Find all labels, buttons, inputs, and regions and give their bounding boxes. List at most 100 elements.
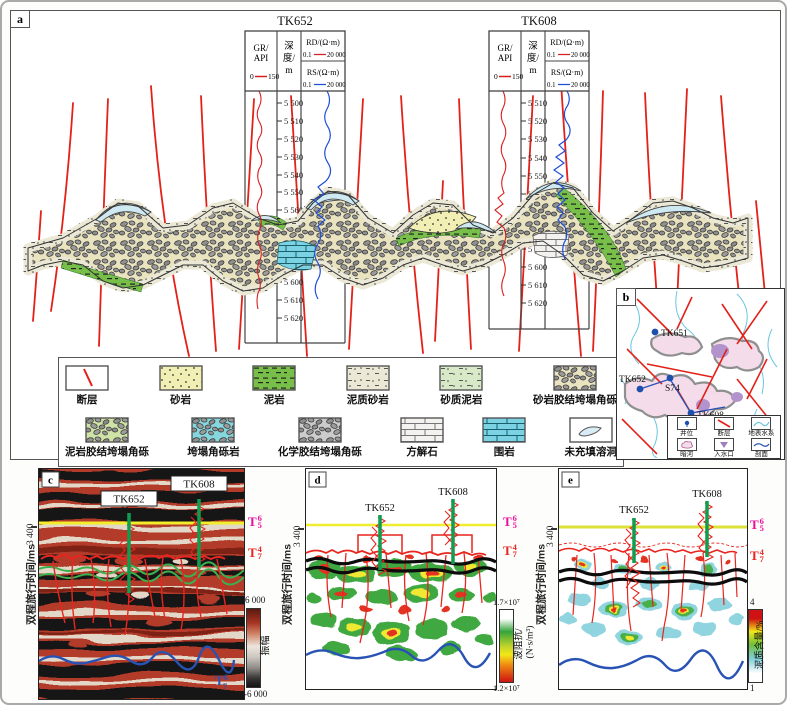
svg-text:GR/: GR/ — [253, 43, 269, 53]
svg-text:5 520: 5 520 — [284, 134, 303, 144]
panel-e-label-box — [561, 471, 580, 488]
svg-text:150: 150 — [268, 72, 280, 81]
svg-text:5 550: 5 550 — [528, 171, 547, 181]
amp-colorbar-min: -6 000 — [244, 689, 268, 699]
t76-horizon-line — [305, 643, 492, 669]
map-legend-well: 井位 — [668, 416, 705, 437]
impedance-section-svg: TK652 TK608 d — [305, 469, 498, 689]
t74-horizon — [558, 542, 748, 554]
svg-text:5 530: 5 530 — [284, 152, 303, 162]
panel-e-seismic-image: TK652 TK608 e — [558, 468, 748, 690]
legend-item-sandy-mudstone: 砂质泥岩 — [439, 365, 484, 407]
well-label-tk652: TK652 — [365, 503, 395, 514]
panel-e-tick-mark — [551, 528, 557, 530]
mud-cemented-breccia-swatch-icon — [85, 417, 129, 443]
profile-line-icon — [751, 437, 772, 451]
t76-label: T6 7 — [215, 672, 228, 691]
svg-text:5 620: 5 620 — [284, 313, 303, 323]
panel-d-label-box — [308, 471, 327, 488]
well-location-icon — [676, 416, 697, 430]
gr-curve-tk608 — [494, 90, 507, 297]
map-legend: 井位 断层 地表水系 暗河 入水口 剖面 — [667, 415, 781, 459]
shale-colorbar-title: 泥质含量/% — [755, 620, 766, 670]
well-label-tk652: TK652 — [619, 505, 649, 516]
panel-b-label: b — [616, 288, 636, 306]
svg-text:5 530: 5 530 — [528, 134, 547, 144]
fault-swatch-icon — [65, 365, 109, 391]
svg-text:5 600: 5 600 — [528, 262, 547, 272]
amplitude-colorbar — [246, 608, 261, 688]
res-curve-tk652 — [312, 90, 332, 300]
cross-section-svg: 5 500 5 510 5 520 5 530 5 540 5 550 5 560 5 … — [23, 14, 770, 357]
legend-item-mudstone: 泥岩 — [252, 365, 296, 407]
map-profile-line — [639, 378, 726, 414]
sandstone-swatch-icon — [158, 365, 203, 391]
chemical-cemented-breccia-swatch-icon — [298, 417, 342, 443]
svg-text:5 550: 5 550 — [284, 187, 303, 197]
map-legend-surface-water: 地表水系 — [743, 416, 780, 437]
sandy-mudstone-swatch-icon — [439, 365, 484, 391]
water-inlet-icon — [713, 437, 734, 451]
legend-item-unfilled-cave: 未充填溶洞 — [564, 417, 617, 459]
legend-item-wallrock: 围岩 — [482, 417, 526, 459]
surface-water-icon — [751, 416, 772, 430]
map-label-s74: S74 — [665, 384, 680, 394]
panel-d-time-tick: 3 400 — [293, 525, 303, 547]
seismic-faults — [52, 556, 228, 636]
unfilled-cave-swatch-icon — [568, 417, 613, 443]
panel-c-label-box — [41, 471, 60, 488]
svg-text:5 610: 5 610 — [528, 280, 547, 290]
map-legend-underground-river: 暗河 — [668, 437, 705, 458]
legend-item-calcite: 方解石 — [400, 417, 444, 459]
svg-text:5 540: 5 540 — [528, 153, 547, 163]
panel-a: a — [10, 10, 781, 467]
t76-horizon-line — [558, 649, 745, 680]
panel-c-tick-mark — [31, 526, 37, 528]
well-log-header-tk608 — [488, 30, 591, 92]
well-label-tk652: TK652 — [113, 494, 144, 506]
black-horizons — [558, 567, 748, 586]
calcite-swatch-icon — [400, 417, 444, 443]
well-log-header: GR/ API 0 150 深 度/ m RD/(Ω·m) 0.1 20 000… — [244, 30, 346, 92]
shale-colorbar — [748, 609, 763, 683]
lithology-legend: 断层 砂岩 泥岩 泥质砂岩 砂质泥岩 — [58, 357, 624, 467]
res-curve-tk608 — [552, 90, 571, 260]
panel-a-label: a — [10, 10, 30, 28]
gr-curve-tk652 — [256, 90, 263, 310]
well-label-tk608: TK608 — [438, 487, 468, 498]
black-horizons — [305, 556, 497, 575]
shale-section-svg: TK652 TK608 e — [558, 469, 748, 689]
panel-d-label: d — [314, 475, 320, 487]
svg-text:度/: 度/ — [283, 52, 296, 64]
panel-c-label: c — [48, 475, 53, 487]
fault-line-icon — [713, 416, 734, 430]
collapse-breccia-swatch-icon — [191, 417, 236, 443]
imp-colorbar-title-2: (N·s/m³) — [525, 625, 536, 659]
mudstone-swatch-icon — [252, 365, 296, 391]
map-legend-water-inlet: 入水口 — [705, 437, 742, 458]
svg-text:0.1: 0.1 — [303, 82, 312, 89]
svg-text:5 600: 5 600 — [284, 277, 303, 287]
impedance-blobs — [306, 554, 498, 662]
svg-text:5 500: 5 500 — [284, 98, 303, 108]
karst-channel-band — [23, 178, 753, 296]
legend-item-fault: 断层 — [65, 365, 109, 407]
underground-river-icon — [676, 437, 697, 451]
legend-item-collapse-breccia: 垮塌角砾岩 — [187, 417, 240, 459]
well-label-box-tk652 — [100, 490, 158, 507]
imp-colorbar-max: 1.7×10⁷ — [493, 597, 520, 607]
map-legend-fault: 断层 — [705, 416, 742, 437]
svg-text:5 510: 5 510 — [284, 116, 303, 126]
well-label-tk608: TK608 — [692, 489, 722, 500]
imp-colorbar-title-1: 波阻抗/ — [514, 628, 525, 660]
svg-text:5 510: 5 510 — [528, 98, 547, 108]
well-title-tk608: TK608 — [521, 14, 556, 28]
svg-text:深: 深 — [284, 41, 294, 52]
amp-colorbar-title: 振幅 — [260, 635, 272, 656]
svg-text:RD/(Ω·m): RD/(Ω·m) — [306, 38, 340, 47]
